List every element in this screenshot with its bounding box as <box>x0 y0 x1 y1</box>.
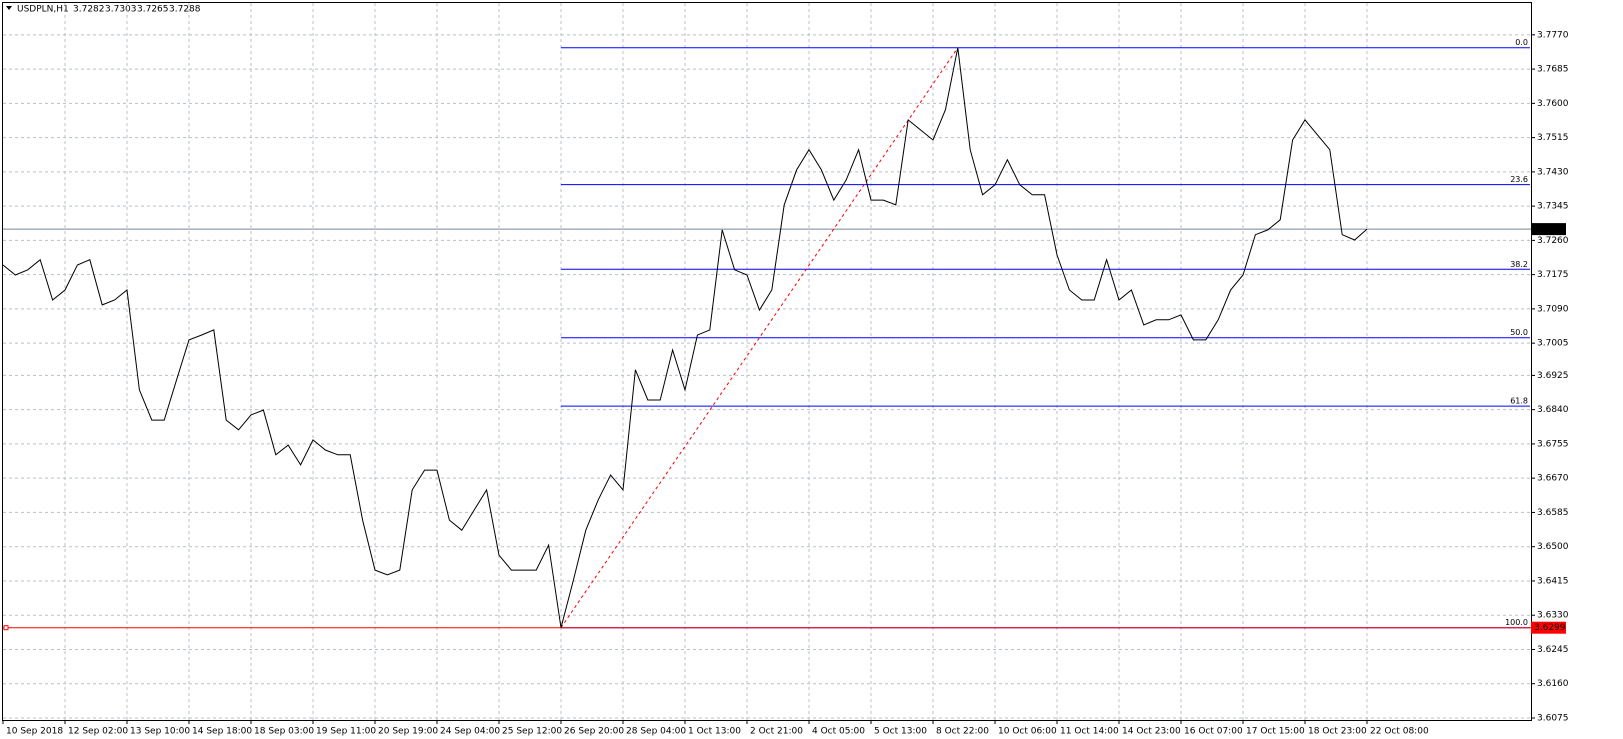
price-tag-label: 3.6299 <box>1534 623 1566 633</box>
x-tick-label: 17 Oct 15:00 <box>1246 727 1305 737</box>
fibo-label: 0.0 <box>1515 38 1528 47</box>
y-tick-label: 3.6160 <box>1537 679 1569 689</box>
x-tick-label: 25 Sep 12:00 <box>502 727 562 737</box>
price-tag-label: 3.7288 <box>1534 225 1566 235</box>
high: 3.7303 <box>105 5 137 15</box>
x-tick-label: 26 Sep 20:00 <box>564 727 624 737</box>
x-tick-label: 18 Sep 03:00 <box>254 727 314 737</box>
y-tick-label: 3.7175 <box>1537 270 1569 280</box>
x-tick-label: 19 Sep 11:00 <box>316 727 376 737</box>
y-tick-label: 3.6840 <box>1537 405 1569 415</box>
x-tick-label: 16 Oct 07:00 <box>1184 727 1243 737</box>
y-tick-label: 3.7685 <box>1537 65 1569 75</box>
fibo-label: 38.2 <box>1510 260 1528 269</box>
x-tick-label: 4 Oct 05:00 <box>812 727 865 737</box>
symbol: USDPLN,H1 <box>17 5 69 15</box>
menu-arrow[interactable] <box>6 6 12 10</box>
x-tick-label: 1 Oct 13:00 <box>688 727 741 737</box>
y-tick-label: 3.7005 <box>1537 339 1569 349</box>
price-line <box>2 47 1368 628</box>
y-tick-label: 3.6585 <box>1537 508 1569 518</box>
x-tick-label: 24 Sep 04:00 <box>440 727 500 737</box>
y-tick-label: 3.7600 <box>1537 99 1569 109</box>
y-tick-label: 3.6670 <box>1537 474 1569 484</box>
price-tag <box>1531 621 1566 634</box>
x-tick-label: 18 Oct 23:00 <box>1308 727 1367 737</box>
x-tick-label: 14 Oct 23:00 <box>1122 727 1181 737</box>
fibo-label: 100.0 <box>1505 618 1528 627</box>
x-tick-label: 20 Sep 19:00 <box>378 727 438 737</box>
x-tick-label: 14 Sep 18:00 <box>192 727 252 737</box>
y-tick-label: 3.7090 <box>1537 304 1569 314</box>
y-tick-label: 3.6075 <box>1537 713 1569 723</box>
plot-frame <box>2 2 1532 721</box>
price-tag <box>1531 223 1566 236</box>
close: 3.7288 <box>169 5 201 15</box>
x-tick-label: 2 Oct 21:00 <box>750 727 803 737</box>
low: 3.7265 <box>137 5 169 15</box>
x-tick-label: 10 Sep 2018 <box>6 727 63 737</box>
x-tick-label: 22 Oct 08:00 <box>1370 727 1429 737</box>
y-tick-label: 3.6500 <box>1537 542 1569 552</box>
x-tick-label: 5 Oct 13:00 <box>874 727 927 737</box>
y-tick-label: 3.6415 <box>1537 576 1569 586</box>
y-tick-label: 3.6330 <box>1537 611 1569 621</box>
y-tick-label: 3.7770 <box>1537 30 1569 40</box>
fibo-label: 61.8 <box>1510 397 1528 406</box>
x-tick-label: 13 Sep 10:00 <box>130 727 190 737</box>
fibo-label: 23.6 <box>1510 175 1528 184</box>
y-tick-label: 3.7430 <box>1537 167 1569 177</box>
open: 3.7282 <box>73 5 105 15</box>
fibo-label: 50.0 <box>1510 328 1528 337</box>
low-marker <box>3 625 9 631</box>
x-tick-label: 8 Oct 22:00 <box>936 727 989 737</box>
x-tick-label: 10 Oct 06:00 <box>998 727 1057 737</box>
x-tick-label: 12 Sep 02:00 <box>68 727 128 737</box>
y-tick-label: 3.7345 <box>1537 202 1569 212</box>
y-tick-label: 3.6245 <box>1537 645 1569 655</box>
y-tick-label: 3.6925 <box>1537 371 1569 381</box>
x-tick-label: 11 Oct 14:00 <box>1060 727 1119 737</box>
y-tick-label: 3.6755 <box>1537 439 1569 449</box>
y-tick-label: 3.7260 <box>1537 236 1569 246</box>
y-tick-label: 3.7515 <box>1537 133 1569 143</box>
x-tick-label: 28 Sep 04:00 <box>626 727 686 737</box>
